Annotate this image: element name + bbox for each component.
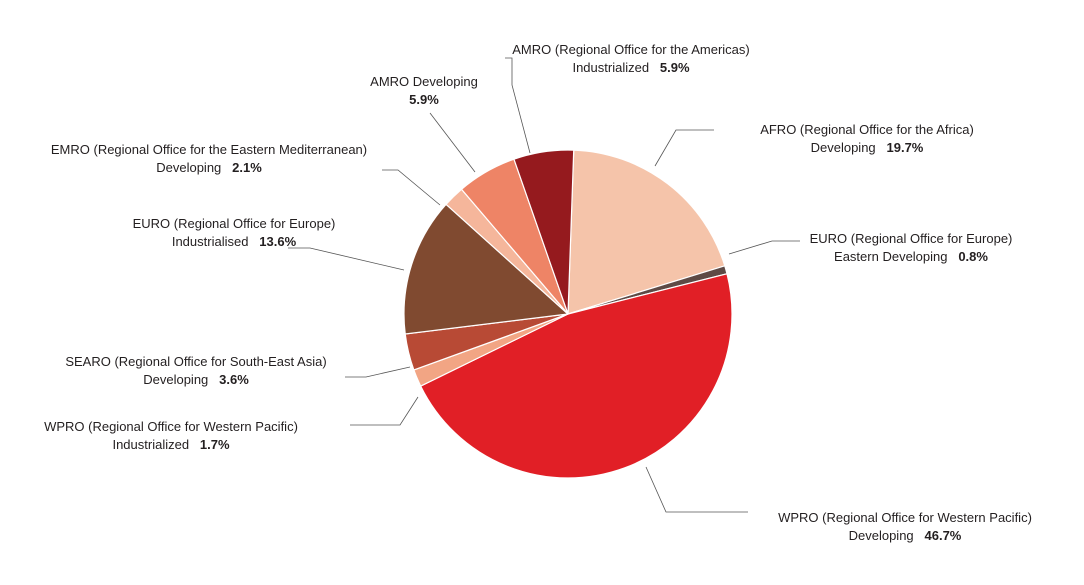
pie-slice-5 [403, 203, 570, 335]
leader-line-8 [505, 57, 531, 154]
leader-line-5 [288, 247, 405, 271]
slice-percent: 5.9% [409, 92, 439, 107]
leader-line-3 [350, 396, 419, 426]
slice-label-8: AMRO (Regional Office for the Americas) I… [512, 42, 749, 75]
slice-label-4: SEARO (Regional Office for South-East As… [65, 354, 326, 387]
leader-line-0 [654, 129, 714, 167]
leader-line-1 [728, 240, 800, 255]
slice-label-detail: Eastern Developing 0.8% [834, 249, 988, 264]
leader-line-4 [345, 366, 411, 378]
slice-label-6: EMRO (Regional Office for the Eastern Me… [51, 142, 367, 175]
slice-percent: 5.9% [660, 60, 690, 75]
slice-label-name: EURO (Regional Office for Europe) [133, 216, 336, 231]
slice-percent: 2.1% [232, 160, 262, 175]
slice-label-detail: Developing 3.6% [143, 372, 249, 387]
slice-label-name: SEARO (Regional Office for South-East As… [65, 354, 326, 369]
slice-label-name: EMRO (Regional Office for the Eastern Me… [51, 142, 367, 157]
slice-label-0: AFRO (Regional Office for the Africa) Dev… [760, 122, 974, 155]
slice-label-detail: Industrialized 5.9% [572, 60, 690, 75]
slice-label-name: WPRO (Regional Office for Western Pacifi… [44, 419, 298, 434]
slice-percent: 3.6% [219, 372, 249, 387]
slice-percent: 13.6% [259, 234, 296, 249]
slice-label-detail: Developing 19.7% [811, 140, 924, 155]
slice-label-name: WPRO (Regional Office for Western Pacifi… [778, 510, 1032, 525]
leader-line-7 [429, 112, 476, 173]
slice-label-detail: Industrialized 1.7% [112, 437, 230, 452]
pie-slice-8 [513, 149, 575, 315]
slice-label-name: EURO (Regional Office for Europe) [810, 231, 1013, 246]
slice-label-3: WPRO (Regional Office for Western Pacifi… [44, 419, 298, 452]
pie-slice-0 [567, 149, 726, 315]
slice-label-name: AMRO (Regional Office for the Americas) [512, 42, 749, 57]
slice-label-2: WPRO (Regional Office for Western Pacifi… [778, 510, 1032, 543]
slice-label-detail: 5.9% [409, 92, 439, 107]
slice-percent: 1.7% [200, 437, 230, 452]
slice-labels: AFRO (Regional Office for the Africa) Dev… [44, 42, 1032, 543]
leader-line-2 [645, 466, 748, 513]
slice-label-7: AMRO Developing 5.9% [370, 74, 478, 107]
slice-label-detail: Developing 46.7% [849, 528, 962, 543]
slice-label-5: EURO (Regional Office for Europe) Industr… [133, 216, 336, 249]
pie-slices [403, 149, 733, 479]
slice-label-name: AFRO (Regional Office for the Africa) [760, 122, 974, 137]
pie-slice-2 [419, 273, 733, 479]
slice-percent: 0.8% [958, 249, 988, 264]
slice-percent: 46.7% [925, 528, 962, 543]
slice-percent: 19.7% [887, 140, 924, 155]
slice-label-detail: Developing 2.1% [156, 160, 262, 175]
leader-lines [288, 57, 800, 513]
leader-line-6 [382, 169, 441, 206]
slice-label-name: AMRO Developing [370, 74, 478, 89]
slice-label-1: EURO (Regional Office for Europe) Eastern… [810, 231, 1013, 264]
slice-label-detail: Industrialised 13.6% [172, 234, 297, 249]
